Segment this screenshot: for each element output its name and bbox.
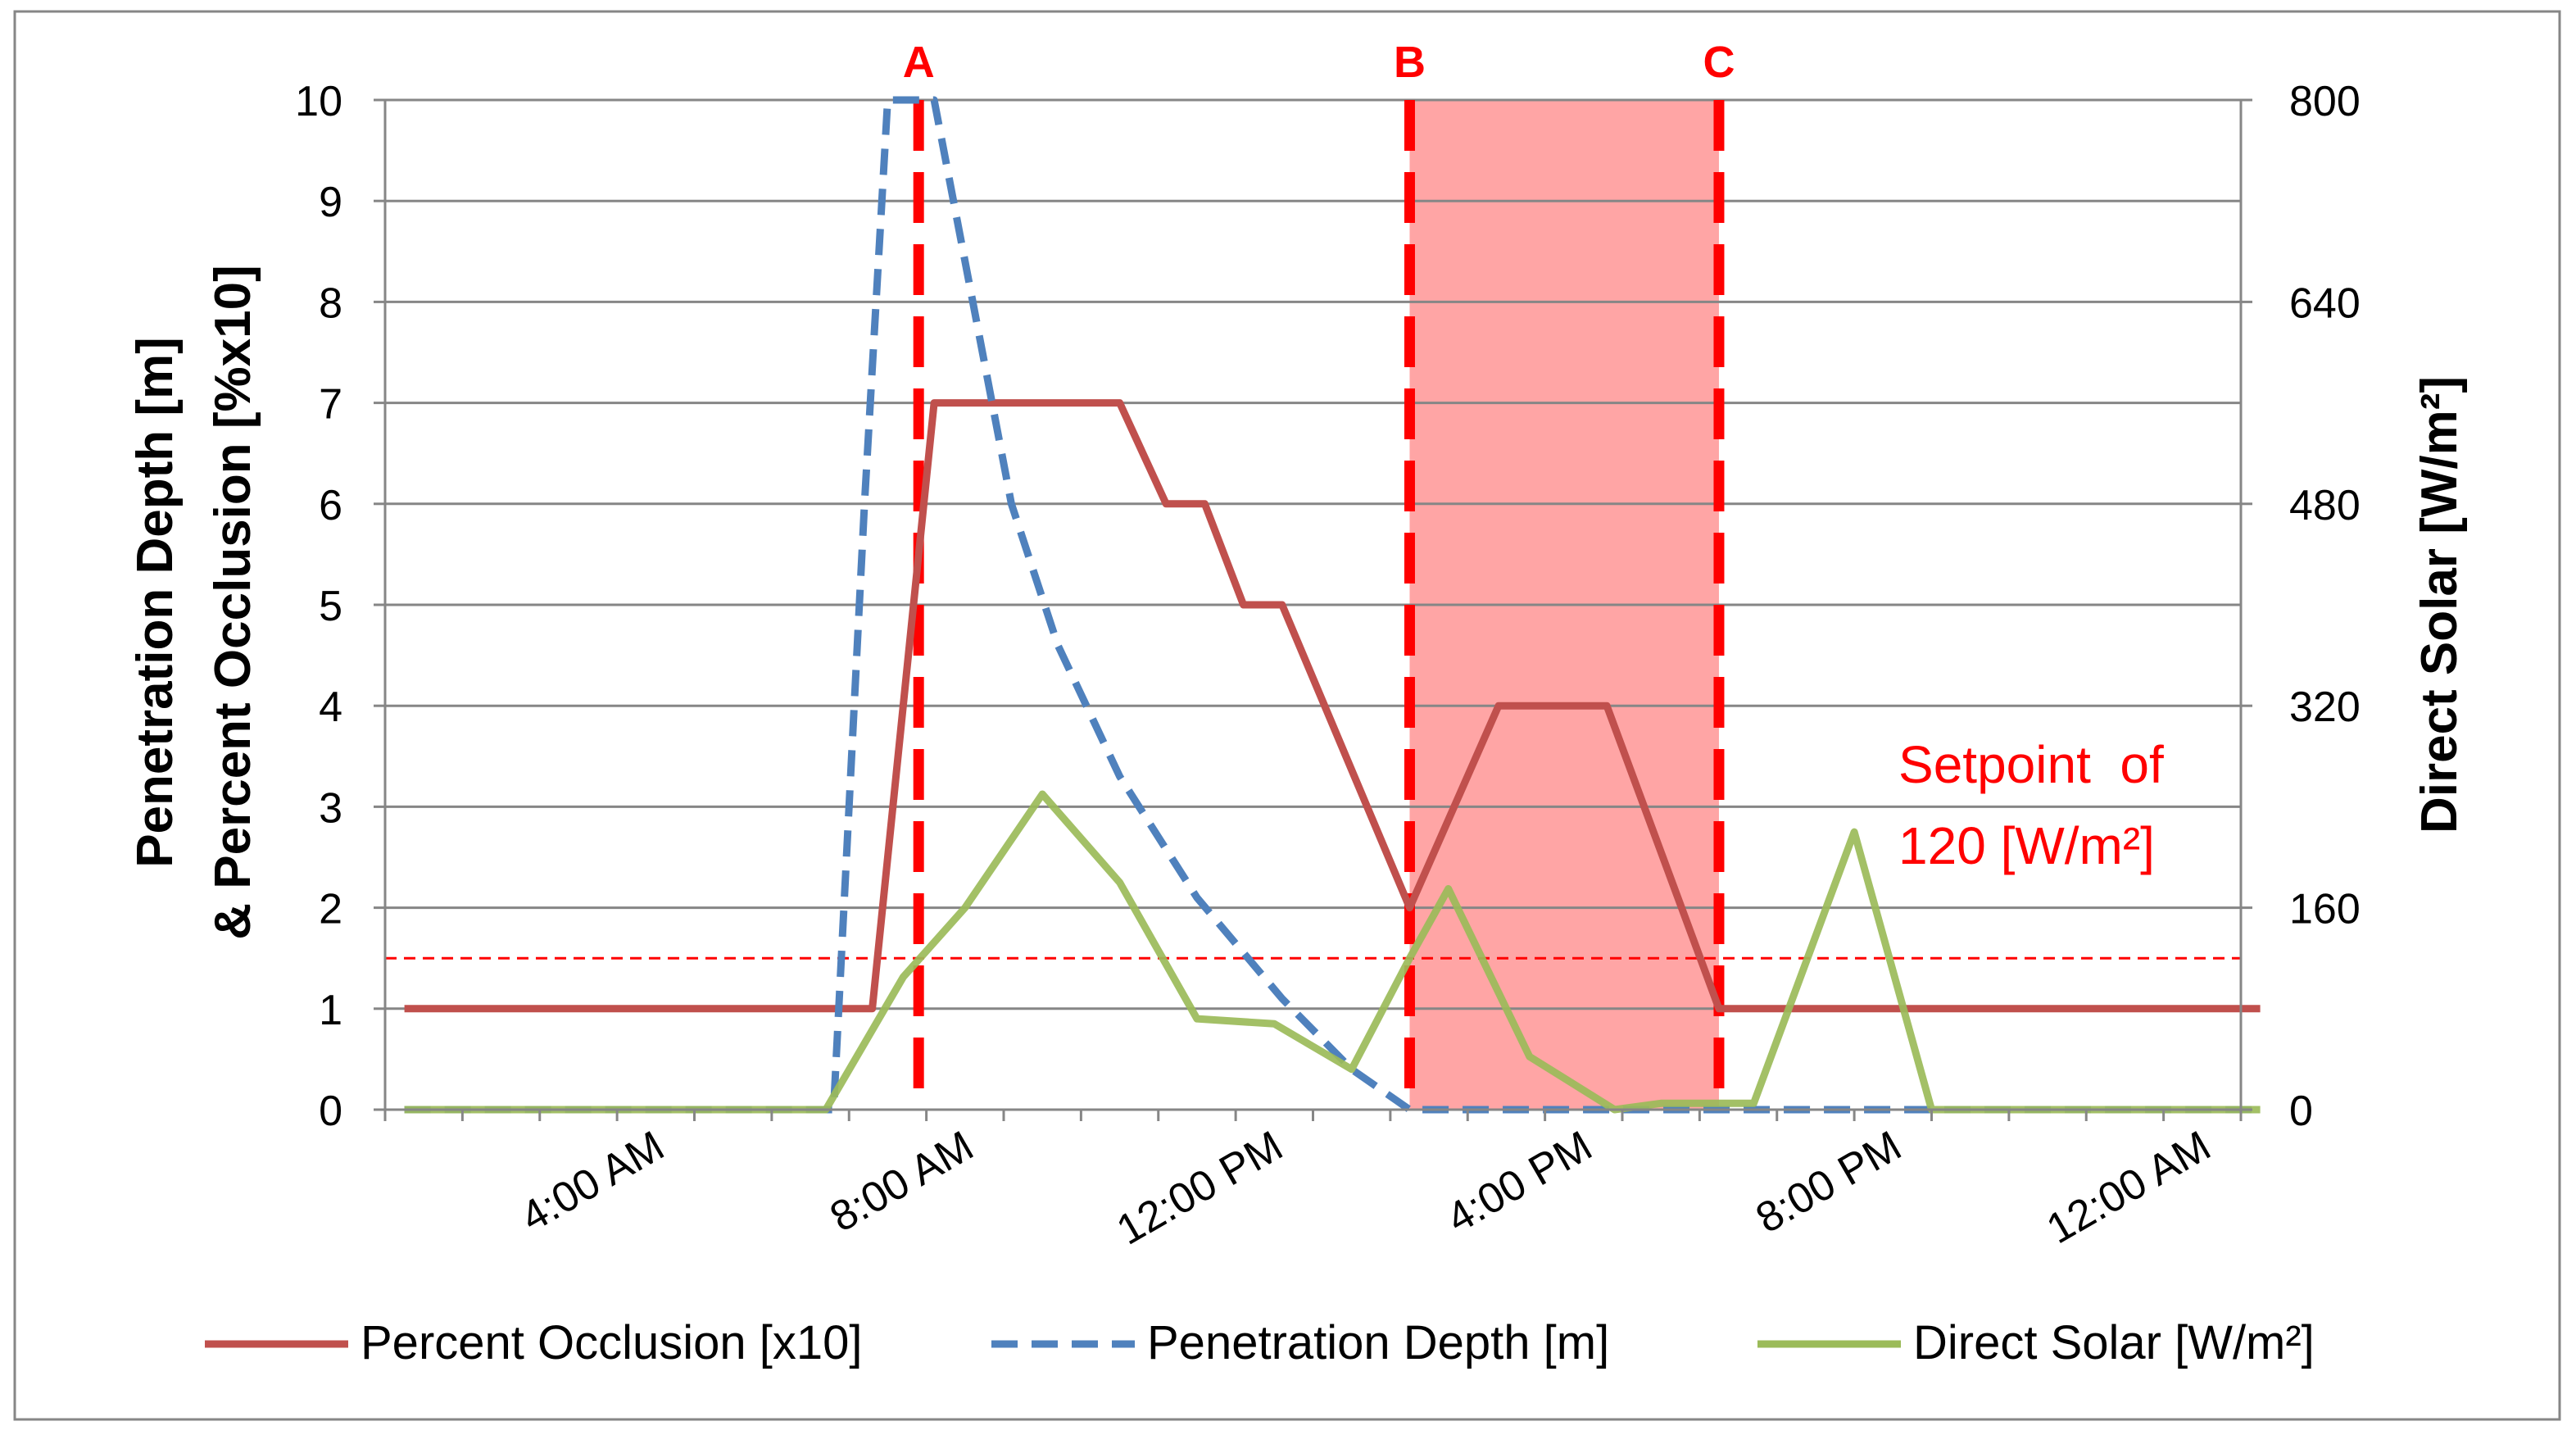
y-left-tick-label: 3 <box>319 784 342 832</box>
y-axis-right-title: Direct Solar [W/m²] <box>2411 376 2468 833</box>
y-left-tick-label: 0 <box>319 1088 342 1135</box>
y-right-tick-label: 480 <box>2289 482 2361 529</box>
chart-border <box>13 10 2561 1421</box>
y-left-tick-label: 10 <box>295 78 342 125</box>
marker-label-a: A <box>903 38 935 87</box>
y-left-tick-label: 4 <box>319 683 342 731</box>
y-axis-left-title-line2: & Percent Occlusion [%x10] <box>205 265 261 940</box>
y-right-tick-label: 320 <box>2289 683 2361 731</box>
marker-label-b: B <box>1394 38 1426 87</box>
y-axis-left-title-line1: Penetration Depth [m] <box>127 337 184 868</box>
series-line-2 <box>404 96 2261 1114</box>
y-right-tick-label: 640 <box>2289 279 2361 327</box>
marker-label-c: C <box>1703 38 1735 87</box>
y-left-tick-label: 2 <box>319 886 342 933</box>
series-line-1 <box>404 399 2261 1013</box>
setpoint-annotation-line1: Setpoint of <box>1898 735 2164 794</box>
y-left-tick-label: 7 <box>319 381 342 429</box>
y-right-tick-label: 160 <box>2289 886 2361 933</box>
legend-label-3: Direct Solar [W/m²] <box>1913 1316 2315 1369</box>
y-left-tick-label: 1 <box>319 987 342 1034</box>
legend-label-2: Penetration Depth [m] <box>1147 1316 1609 1369</box>
y-left-tick-label: 8 <box>319 279 342 327</box>
legend-label-1: Percent Occlusion [x10] <box>361 1316 863 1369</box>
y-right-tick-label: 0 <box>2289 1088 2313 1135</box>
y-right-tick-label: 800 <box>2289 78 2361 125</box>
series-line-3 <box>404 790 2261 1114</box>
legend: Percent Occlusion [x10] Penetration Depth… <box>205 1316 2315 1369</box>
y-left-tick-label: 5 <box>319 583 342 630</box>
y-left-tick-label: 9 <box>319 179 342 226</box>
setpoint-annotation-line2: 120 [W/m²] <box>1898 816 2155 875</box>
y-left-tick-label: 6 <box>319 482 342 529</box>
